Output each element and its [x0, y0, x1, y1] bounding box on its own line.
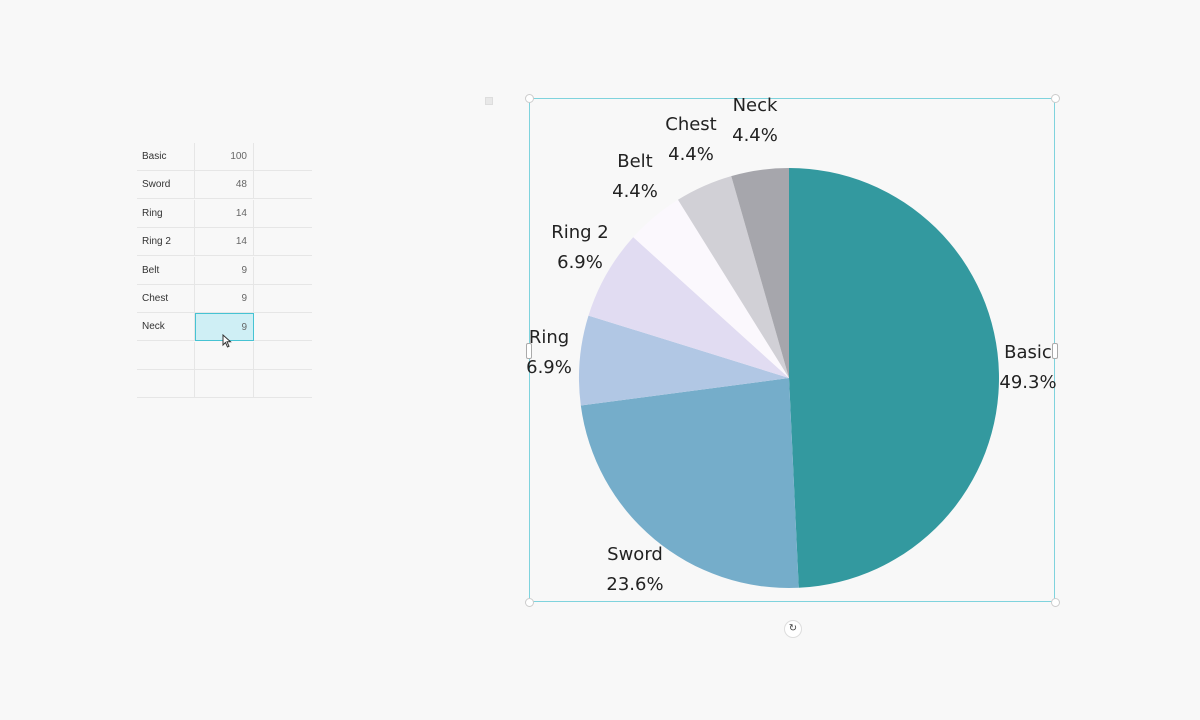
pie-slice-ring[interactable] — [579, 315, 789, 406]
cell-label[interactable]: Sword — [137, 171, 195, 199]
resize-handle-left[interactable] — [526, 343, 532, 359]
table-row: Chest 9 — [137, 285, 312, 313]
cell-value[interactable]: 14 — [195, 200, 254, 228]
cell-label[interactable] — [137, 342, 195, 370]
cell-value[interactable] — [195, 342, 254, 370]
table-row: Sword 48 — [137, 171, 312, 199]
slice-category-label: Chest — [665, 114, 717, 135]
cell-empty[interactable] — [254, 342, 312, 370]
pie-slice-neck[interactable] — [731, 168, 789, 378]
cell-empty[interactable] — [254, 370, 312, 398]
pie-labels: Basic 49.3% Sword 23.6% Ring 6.9% Ring 2 6.9% Be… — [526, 95, 1056, 595]
pie-slice-ring-2[interactable] — [588, 237, 789, 378]
cell-label[interactable]: Neck — [137, 313, 195, 341]
slice-percent-label: 4.4% — [668, 144, 714, 165]
resize-handle-bottom-left[interactable] — [525, 598, 534, 607]
cell-value[interactable]: 9 — [195, 285, 254, 313]
slice-percent-label: 4.4% — [732, 125, 778, 146]
resize-handle-bottom-right[interactable] — [1051, 598, 1060, 607]
spreadsheet: Basic 100 Sword 48 Ring 14 Ring 2 14 Bel… — [137, 143, 312, 398]
cell-value[interactable]: 14 — [195, 228, 254, 256]
mouse-pointer-icon — [222, 333, 232, 353]
cell-value[interactable] — [195, 370, 254, 398]
pie-slices — [579, 168, 999, 588]
cell-value[interactable]: 48 — [195, 171, 254, 199]
pie-slice-sword[interactable] — [580, 378, 799, 588]
slice-percent-label: 49.3% — [999, 372, 1056, 393]
pie-slice-basic[interactable] — [789, 168, 999, 588]
cell-label[interactable]: Ring 2 — [137, 228, 195, 256]
cell-empty[interactable] — [254, 171, 312, 199]
slice-percent-label: 4.4% — [612, 181, 658, 202]
resize-handle-top-left[interactable] — [525, 94, 534, 103]
cell-empty[interactable] — [254, 200, 312, 228]
table-row — [137, 342, 312, 370]
slice-category-label: Ring — [529, 327, 569, 348]
slice-category-label: Neck — [733, 95, 778, 116]
cell-value[interactable]: 9 — [195, 257, 254, 285]
slice-percent-label: 6.9% — [526, 357, 572, 378]
cell-empty[interactable] — [254, 313, 312, 341]
slice-category-label: Belt — [617, 151, 652, 172]
cell-empty[interactable] — [254, 285, 312, 313]
resize-handle-top-right[interactable] — [1051, 94, 1060, 103]
drag-square-icon — [485, 97, 493, 105]
pie-slice-chest[interactable] — [677, 176, 789, 378]
cell-label[interactable]: Belt — [137, 257, 195, 285]
slice-percent-label: 6.9% — [557, 252, 603, 273]
table-row: Belt 9 — [137, 257, 312, 285]
cell-empty[interactable] — [254, 228, 312, 256]
cell-value[interactable]: 100 — [195, 143, 254, 171]
slice-category-label: Ring 2 — [551, 222, 609, 243]
table-row: Basic 100 — [137, 143, 312, 171]
slice-percent-label: 23.6% — [606, 574, 663, 595]
cell-label[interactable]: Basic — [137, 143, 195, 171]
table-row — [137, 370, 312, 398]
cell-label[interactable]: Ring — [137, 200, 195, 228]
rotate-icon[interactable]: ↻ — [784, 620, 802, 638]
table-row: Ring 2 14 — [137, 228, 312, 256]
slice-category-label: Basic — [1004, 342, 1052, 363]
cell-label[interactable] — [137, 370, 195, 398]
cell-empty[interactable] — [254, 257, 312, 285]
pie-slice-belt[interactable] — [633, 199, 789, 378]
slice-category-label: Sword — [607, 544, 663, 565]
resize-handle-right[interactable] — [1052, 343, 1058, 359]
table-row: Ring 14 — [137, 200, 312, 228]
cell-empty[interactable] — [254, 143, 312, 171]
cell-label[interactable]: Chest — [137, 285, 195, 313]
